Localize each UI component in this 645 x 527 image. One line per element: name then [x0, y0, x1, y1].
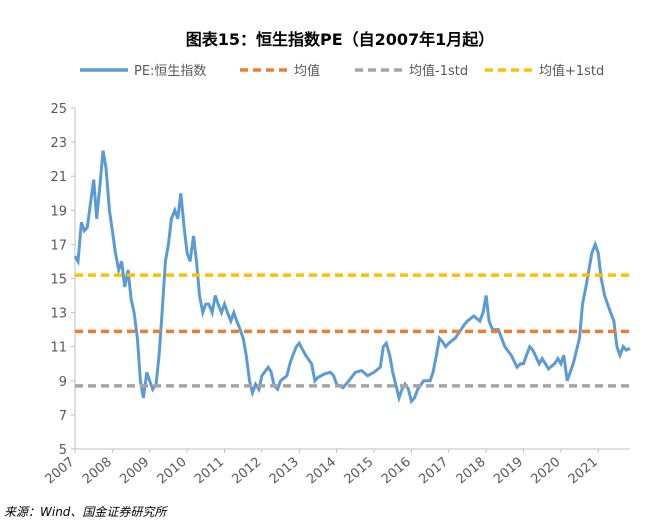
- legend-label: 均值: [294, 63, 320, 79]
- x-tick-label: 2019: [491, 455, 526, 488]
- x-tick-label: 2008: [80, 455, 115, 488]
- y-tick-label: 19: [50, 204, 67, 219]
- y-tick-label: 9: [59, 375, 67, 390]
- x-tick-label: 2013: [267, 455, 302, 488]
- legend-label: 均值-1std: [409, 63, 468, 79]
- y-tick-label: 11: [50, 341, 67, 356]
- x-tick-label: 2014: [304, 455, 339, 488]
- y-tick-label: 15: [50, 273, 67, 288]
- y-tick-label: 17: [50, 238, 67, 253]
- data-line: [73, 150, 631, 405]
- chart-title: 图表15：恒生指数PE（自2007年1月起）: [186, 30, 495, 49]
- x-tick-label: 2015: [342, 455, 377, 488]
- x-tick-label: 2007: [43, 455, 78, 488]
- x-tick-label: 2016: [379, 455, 414, 488]
- legend-label: 均值+1std: [539, 63, 604, 79]
- x-tick-label: 2012: [229, 455, 264, 488]
- x-tick-label: 2009: [117, 455, 152, 488]
- y-tick-label: 7: [59, 409, 67, 424]
- x-tick-label: 2020: [528, 455, 563, 488]
- x-tick-label: 2018: [454, 455, 489, 488]
- x-tick-label: 2010: [155, 455, 190, 488]
- x-tick-label: 2011: [192, 455, 227, 488]
- y-tick-label: 5: [59, 443, 67, 458]
- y-tick-label: 21: [50, 170, 67, 185]
- y-tick-label: 23: [50, 136, 67, 151]
- x-tick-label: 2017: [416, 455, 451, 488]
- y-tick-label: 13: [50, 307, 67, 322]
- x-tick-label: 2021: [566, 455, 601, 488]
- legend-label: PE:恒生指数: [134, 64, 206, 79]
- y-tick-label: 25: [50, 102, 67, 117]
- source-note: 来源：Wind、国金证券研究所: [4, 505, 168, 519]
